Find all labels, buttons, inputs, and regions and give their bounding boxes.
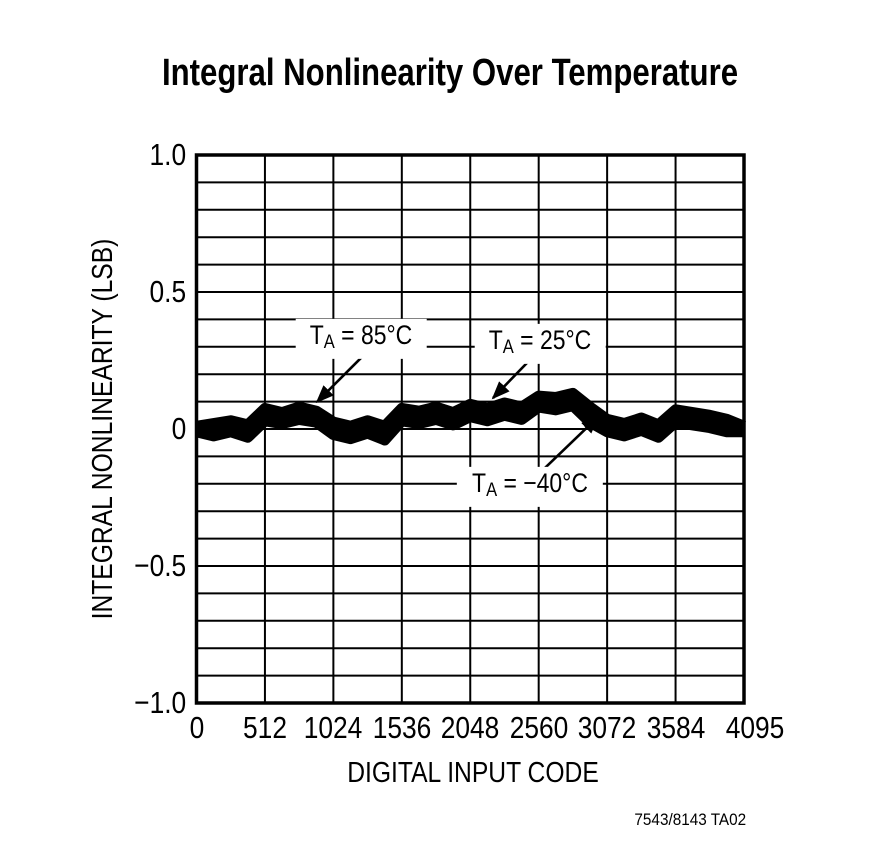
y-tick-label: 0: [171, 411, 186, 446]
x-tick-label: 3072: [577, 710, 637, 745]
x-tick-label: 1024: [304, 710, 363, 745]
x-tick-label: 2048: [440, 710, 500, 745]
x-tick-label: 1536: [372, 710, 432, 745]
x-axis-label: DIGITAL INPUT CODE: [325, 757, 621, 789]
annotation-arrow-ta85: [315, 356, 363, 404]
trace--40c: [195, 400, 744, 446]
annotation-arrow-ta-40: [544, 415, 600, 469]
x-axis-label-text: DIGITAL INPUT CODE: [347, 757, 599, 789]
annotation-label-ta-40: TA = −40°C: [456, 466, 604, 508]
y-axis-label-text: INTEGRAL NONLINEARITY (LSB): [87, 238, 119, 620]
annotation-arrow-ta25: [491, 360, 529, 400]
chart-title: Integral Nonlinearity Over Temperature: [99, 52, 802, 94]
y-tick-label: −0.5: [133, 548, 186, 583]
x-tick-label: 3584: [646, 710, 705, 745]
y-tick-label: 1.0: [149, 137, 186, 172]
x-tick-label: 4095: [725, 710, 785, 745]
chart-title-text: Integral Nonlinearity Over Temperature: [161, 52, 739, 94]
figure-number: 7543/8143 TA02: [634, 810, 746, 829]
x-tick-label: 0: [189, 710, 204, 745]
x-tick-label: 512: [242, 710, 287, 745]
y-axis-label: INTEGRAL NONLINEARITY (LSB): [87, 205, 119, 653]
annotation-label-ta25: TA = 25°C: [474, 323, 606, 365]
plot-border: [194, 153, 746, 705]
y-tick-label: −1.0: [133, 685, 186, 720]
annotation-label-ta85: TA = 85°C: [295, 318, 427, 359]
x-tick-label: 2560: [509, 710, 568, 745]
y-tick-label: 0.5: [149, 274, 186, 309]
